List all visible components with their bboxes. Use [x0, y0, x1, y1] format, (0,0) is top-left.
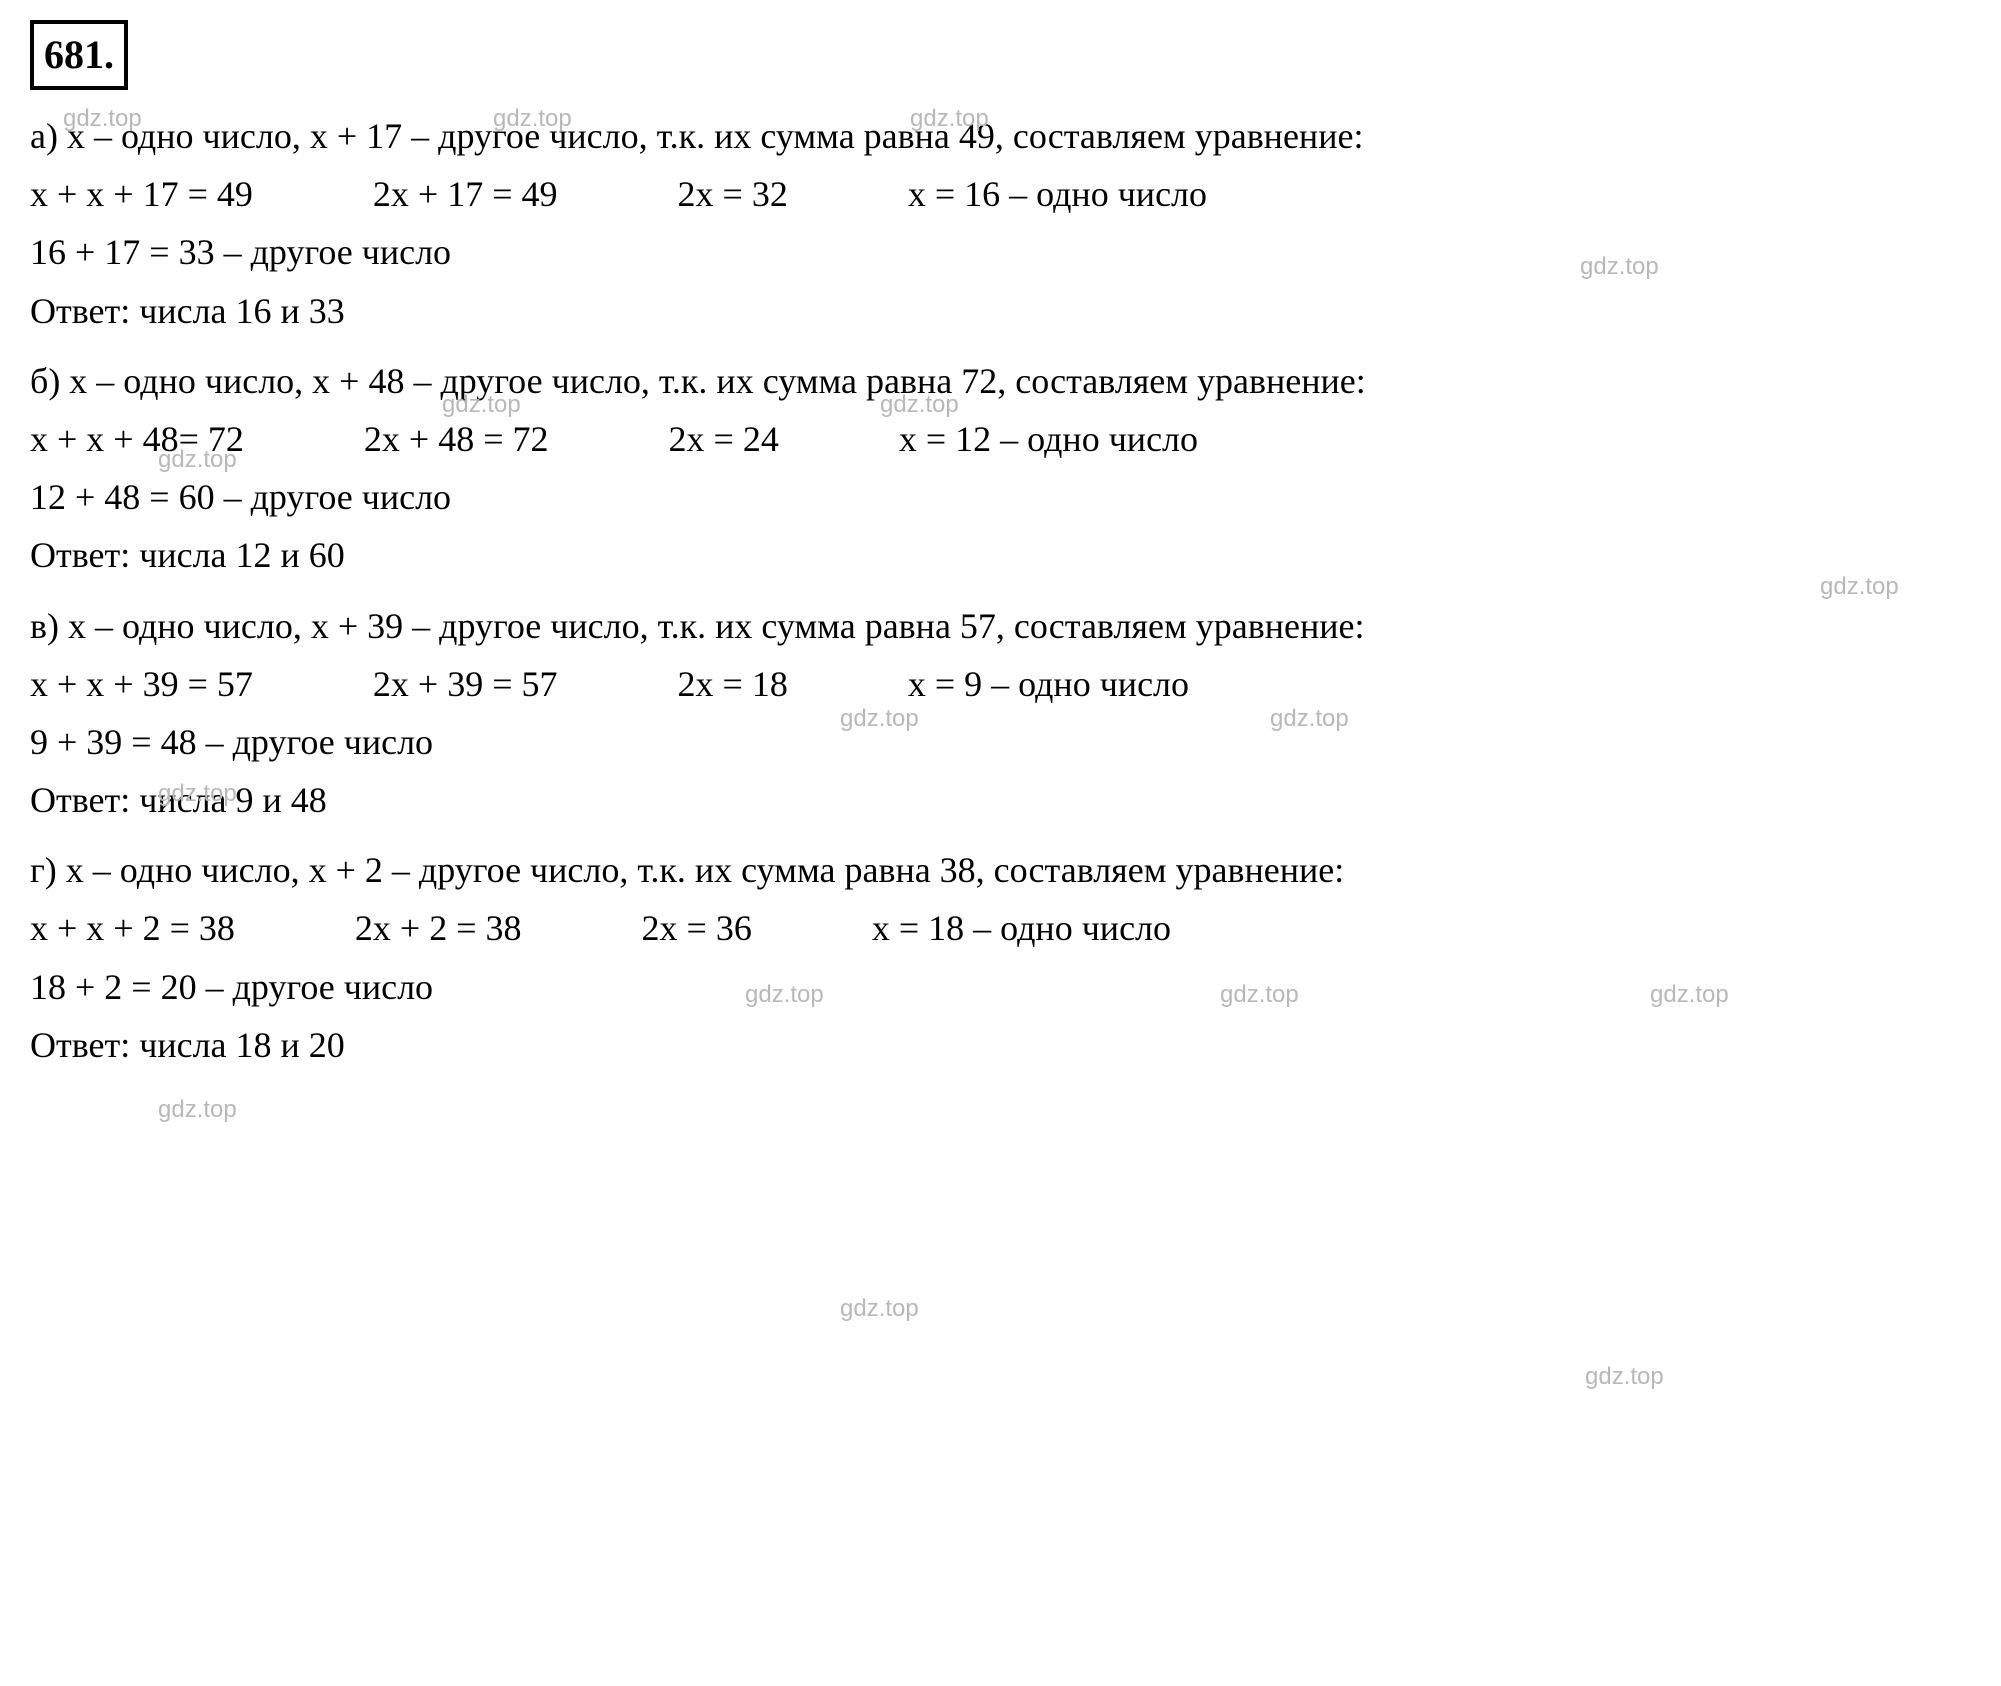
- part-d-eq3: 2x = 36: [642, 902, 752, 954]
- part-c-answer: Ответ: числа 9 и 48: [30, 774, 1971, 826]
- part-d-eq4: x = 18 – одно число: [872, 902, 1171, 954]
- part-d-sum: 18 + 2 = 20 – другое число: [30, 961, 1971, 1013]
- part-a-eq4: x = 16 – одно число: [908, 168, 1207, 220]
- part-d-eq2: 2x + 2 = 38: [355, 902, 522, 954]
- watermark: gdz.top: [1585, 1360, 1664, 1395]
- part-a-statement: а) x – одно число, x + 17 – другое число…: [30, 110, 1971, 162]
- part-c: в) x – одно число, x + 39 – другое число…: [30, 600, 1971, 827]
- problem-number-text: 681: [44, 32, 104, 77]
- part-a-eq1: x + x + 17 = 49: [30, 168, 253, 220]
- part-c-equations: x + x + 39 = 57 2x + 39 = 57 2x = 18 x =…: [30, 658, 1971, 710]
- part-c-eq1: x + x + 39 = 57: [30, 658, 253, 710]
- part-b-eq2: 2x + 48 = 72: [364, 413, 549, 465]
- part-c-eq3: 2x = 18: [678, 658, 788, 710]
- part-b-sum: 12 + 48 = 60 – другое число: [30, 471, 1971, 523]
- watermark: gdz.top: [840, 1292, 919, 1327]
- part-d-statement: г) x – одно число, x + 2 – другое число,…: [30, 844, 1971, 896]
- part-a-eq3: 2x = 32: [678, 168, 788, 220]
- part-b-equations: x + x + 48= 72 2x + 48 = 72 2x = 24 x = …: [30, 413, 1971, 465]
- part-d-answer: Ответ: числа 18 и 20: [30, 1019, 1971, 1071]
- part-b-statement: б) x – одно число, x + 48 – другое число…: [30, 355, 1971, 407]
- part-c-eq4: x = 9 – одно число: [908, 658, 1189, 710]
- part-c-eq2: 2x + 39 = 57: [373, 658, 558, 710]
- watermark: gdz.top: [158, 1093, 237, 1128]
- part-a-answer: Ответ: числа 16 и 33: [30, 285, 1971, 337]
- part-a-equations: x + x + 17 = 49 2x + 17 = 49 2x = 32 x =…: [30, 168, 1971, 220]
- part-a: а) x – одно число, x + 17 – другое число…: [30, 110, 1971, 337]
- part-a-eq2: 2x + 17 = 49: [373, 168, 558, 220]
- part-b-eq1: x + x + 48= 72: [30, 413, 244, 465]
- problem-number-box: 681.: [30, 20, 1971, 110]
- part-c-statement: в) x – одно число, x + 39 – другое число…: [30, 600, 1971, 652]
- part-a-sum: 16 + 17 = 33 – другое число: [30, 226, 1971, 278]
- part-b-eq3: 2x = 24: [669, 413, 779, 465]
- part-c-sum: 9 + 39 = 48 – другое число: [30, 716, 1971, 768]
- part-d-eq1: x + x + 2 = 38: [30, 902, 235, 954]
- part-b: б) x – одно число, x + 48 – другое число…: [30, 355, 1971, 582]
- part-d-equations: x + x + 2 = 38 2x + 2 = 38 2x = 36 x = 1…: [30, 902, 1971, 954]
- part-b-answer: Ответ: числа 12 и 60: [30, 529, 1971, 581]
- part-b-eq4: x = 12 – одно число: [899, 413, 1198, 465]
- problem-number: 681.: [30, 20, 128, 90]
- part-d: г) x – одно число, x + 2 – другое число,…: [30, 844, 1971, 1071]
